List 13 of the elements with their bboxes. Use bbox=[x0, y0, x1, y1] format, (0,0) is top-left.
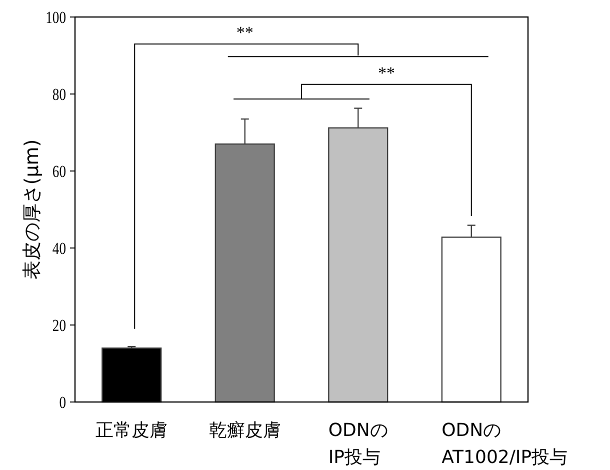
y-axis-title: 表皮の厚さ(μm) bbox=[21, 139, 43, 280]
y-tick-label: 100 bbox=[46, 8, 66, 28]
y-tick-label: 80 bbox=[52, 86, 66, 104]
y-tick-label: 60 bbox=[52, 162, 66, 182]
x-tick-label: ODNの AT1002/IP投与 bbox=[442, 420, 568, 468]
x-tick-label: 乾癬皮膚 bbox=[208, 420, 281, 441]
annotation: ** bbox=[378, 64, 395, 83]
y-tick-label: 40 bbox=[52, 240, 66, 258]
y-tick-label: 20 bbox=[52, 316, 66, 336]
y-tick-label: 0 bbox=[59, 394, 66, 412]
annotation: ** bbox=[236, 23, 254, 42]
x-tick-label: ODNの IP投与 bbox=[328, 420, 388, 468]
x-tick-label: 正常皮膚 bbox=[96, 420, 168, 441]
